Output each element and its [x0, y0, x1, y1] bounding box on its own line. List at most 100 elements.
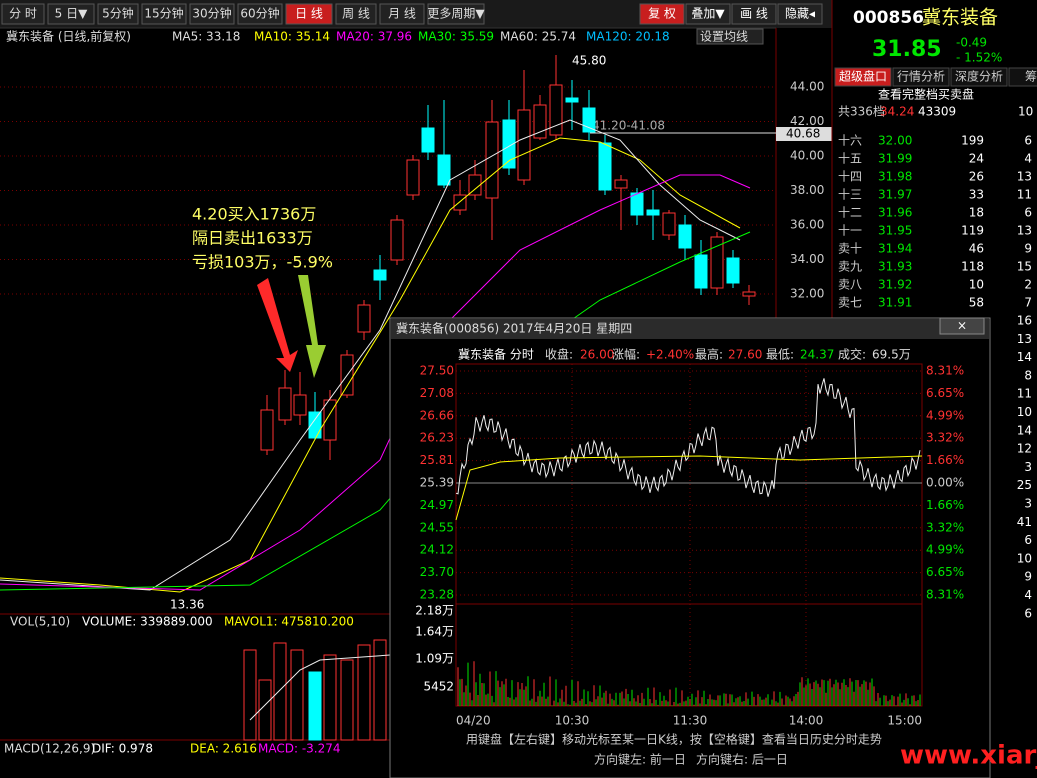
ask-volume: 10	[969, 278, 984, 292]
candle-body	[614, 179, 628, 189]
price-axis-label: 25.39	[420, 476, 454, 490]
panel-tab[interactable]: 超级盘口	[839, 69, 887, 84]
price-axis-label: 27.50	[420, 364, 454, 378]
intraday-header: 最低:	[766, 348, 794, 362]
toolbar-tab[interactable]: 60分钟	[240, 6, 279, 21]
panel-tab	[950, 67, 1008, 87]
ma-setting[interactable]: 设置均线	[700, 30, 748, 44]
candle-body	[646, 209, 660, 216]
annotation: 亏损103万，-5.9%	[192, 253, 333, 272]
ask-volume: 118	[961, 260, 984, 274]
tab-bg	[427, 3, 485, 25]
volume-axis-label: 5452	[423, 680, 454, 694]
ask-price: 31.93	[878, 260, 912, 274]
tab-bg	[285, 3, 333, 25]
volume-axis-label: 2.18万	[415, 604, 454, 618]
time-label: 14:00	[789, 714, 824, 728]
panel-tab[interactable]: 行情分析	[897, 70, 945, 84]
arrow-red	[257, 278, 298, 372]
toolbar-tab[interactable]: 30分钟	[192, 6, 231, 21]
candle-body	[453, 194, 467, 211]
ask-volume: 18	[969, 206, 984, 220]
tool-button[interactable]: 叠加▼	[691, 7, 725, 21]
toolbar-tab[interactable]: 5分钟	[102, 6, 134, 21]
ask-orders: 3	[1024, 497, 1032, 511]
ask-price: 32.00	[878, 134, 912, 148]
ma-button	[696, 28, 764, 45]
close-button	[939, 317, 985, 335]
change: -0.49	[956, 36, 987, 50]
toolbar-tab[interactable]: 15分钟	[144, 6, 183, 21]
price-axis-label: 26.23	[420, 431, 454, 445]
candle-body	[278, 387, 292, 421]
price-line	[455, 378, 921, 497]
ask-price: 31.96	[878, 206, 912, 220]
ask-orders: 41	[1017, 515, 1032, 529]
ask-volume: 119	[961, 224, 984, 238]
annotation: 4.20买入1736万	[192, 205, 316, 224]
volume-bar	[373, 639, 387, 741]
candle-body	[373, 269, 387, 281]
toolbar-tab[interactable]: 周 线	[342, 7, 370, 21]
level: 十六	[838, 134, 862, 148]
pct-axis-label: 1.66%	[926, 498, 964, 512]
panel-tab[interactable]: 筹码	[1025, 70, 1037, 84]
range-label: 41.20-41.08	[592, 119, 665, 133]
tool-button[interactable]: 画 线	[740, 7, 768, 21]
volume-bar	[243, 649, 257, 741]
last-price: 31.85	[872, 37, 942, 62]
ask-orders: 3	[1024, 460, 1032, 474]
close-button[interactable]: ×	[957, 319, 967, 333]
ask-orders: 4	[1024, 588, 1032, 602]
volume-bar	[258, 679, 272, 741]
time-label: 11:30	[673, 714, 708, 728]
ma-label: MA20: 37.96	[336, 30, 412, 44]
pct-axis-label: 3.32%	[926, 520, 964, 534]
tab-bg	[141, 3, 187, 25]
ma-label: MA60: 25.74	[500, 30, 576, 44]
volume-label: VOL(5,10)	[10, 615, 70, 629]
tool-button[interactable]: 隐藏◂	[785, 7, 815, 21]
tool-button[interactable]: 复 权	[648, 7, 676, 21]
level: 十三	[838, 188, 862, 202]
ask-orders: 6	[1024, 134, 1032, 148]
toolbar-tab[interactable]: 更多周期▼	[427, 7, 485, 21]
tab-bg	[97, 3, 139, 25]
toolbar-tab[interactable]: 分 时	[9, 7, 37, 21]
price-axis-label: 44.00	[790, 80, 824, 94]
toolbar-tab[interactable]: 月 线	[388, 7, 416, 21]
price-axis-label: 34.00	[790, 252, 824, 266]
tool-bg	[731, 3, 777, 25]
tab-bg	[47, 3, 95, 25]
price-axis-label: 24.12	[420, 543, 454, 557]
pct-axis-label: 8.31%	[926, 588, 964, 602]
level: 卖九	[838, 260, 862, 274]
volume-bar	[340, 659, 354, 741]
ask-orders: 11	[1017, 387, 1032, 401]
toolbar-tab[interactable]: 日 线	[295, 7, 323, 21]
price-axis-label: 24.97	[420, 498, 454, 512]
ask-orders: 9	[1024, 242, 1032, 256]
hint: 方向键右: 后一日	[696, 752, 788, 767]
candle-body	[710, 236, 724, 289]
ask-price: 31.95	[878, 224, 912, 238]
level: 十二	[838, 206, 862, 220]
macd-label: MACD(12,26,9)	[4, 742, 95, 756]
panel-tab[interactable]: 深度分析	[955, 69, 1003, 84]
toolbar-tab[interactable]: 5 日▼	[55, 7, 88, 21]
candle-body	[694, 254, 708, 289]
price-axis-label: 23.70	[420, 565, 454, 579]
depth-link[interactable]: 查看完整档买卖盘	[878, 87, 974, 102]
pct-axis-label: 3.32%	[926, 431, 964, 445]
ask-orders: 10	[1017, 551, 1032, 565]
level: 十五	[838, 152, 862, 166]
candle-body	[726, 257, 740, 284]
volume-bar	[323, 654, 337, 741]
ask-price: 31.97	[878, 188, 912, 202]
change-pct: - 1.52%	[956, 51, 1002, 65]
volume-axis-label: 1.09万	[415, 652, 454, 666]
watermark: www.xiarj.com	[900, 741, 1037, 771]
volume-bar	[290, 649, 304, 741]
tool-bg	[639, 3, 685, 25]
high-label: 45.80	[572, 54, 606, 68]
